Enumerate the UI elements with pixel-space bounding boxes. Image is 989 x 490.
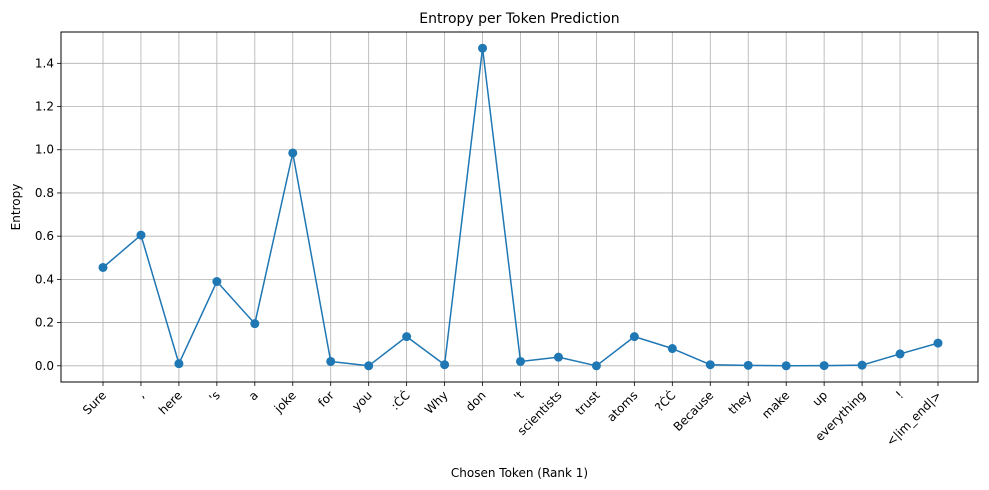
x-tick-label: for [315, 388, 337, 410]
x-tick-label: ?ĊĊ [651, 387, 679, 415]
data-point [440, 360, 450, 370]
data-point [174, 359, 184, 369]
x-tick-label: up [810, 388, 831, 409]
data-point [516, 356, 525, 366]
x-tick-label: <|im_end|> [883, 388, 944, 449]
x-tick-label: Sure [80, 388, 109, 417]
x-tick-label: you [349, 388, 375, 414]
data-point [705, 360, 715, 370]
data-point [857, 360, 867, 370]
data-point [895, 349, 905, 359]
data-point [933, 338, 943, 348]
data-point [743, 360, 753, 370]
data-point [212, 277, 222, 287]
data-point [288, 148, 298, 158]
data-point [629, 332, 639, 342]
data-point [250, 319, 260, 329]
x-tick-label: trust [573, 388, 603, 418]
y-tick-label: 0.6 [35, 229, 54, 243]
x-tick-label: Because [671, 388, 717, 434]
y-tick-label: 0.2 [35, 316, 54, 330]
x-tick-label: joke [271, 388, 299, 416]
data-point [591, 361, 601, 371]
series-layer [98, 43, 943, 371]
y-axis-label: Entropy [9, 184, 23, 231]
x-tick-label: 's [206, 388, 223, 405]
x-tick-label: here [156, 388, 185, 417]
data-point [364, 361, 374, 371]
data-point [553, 352, 563, 362]
x-tick-label: , [134, 388, 147, 401]
data-point [781, 361, 791, 371]
x-tick-label: atoms [604, 388, 640, 424]
x-tick-label: 't [511, 388, 527, 404]
y-tick-label: 1.4 [35, 56, 54, 70]
data-point [478, 43, 488, 53]
plot-frame [60, 31, 979, 383]
x-tick-label: ! [893, 388, 906, 401]
data-point [136, 230, 146, 240]
data-point [667, 344, 677, 354]
y-tick-label: 0.4 [35, 272, 54, 286]
data-point [98, 262, 108, 272]
y-tick-label: 0.0 [35, 359, 54, 373]
x-tick-label: they [726, 388, 755, 417]
x-axis: Sure, here's a joke for you:ĊĊ Why don'tscienti… [80, 382, 944, 449]
grid [61, 32, 978, 382]
y-tick-label: 1.0 [35, 143, 54, 157]
x-tick-label: :ĊĊ [387, 387, 413, 413]
data-point [326, 356, 336, 366]
x-tick-label: Why [422, 388, 451, 417]
y-axis: 0.0 0.2 0.4 0.6 0.8 1.0 1.2 1.4 [35, 56, 61, 373]
x-tick-label: don [463, 388, 489, 414]
chart-title: Entropy per Token Prediction [419, 11, 619, 27]
x-axis-label: Chosen Token (Rank 1) [451, 466, 588, 480]
plot-background [61, 32, 978, 382]
y-tick-label: 1.2 [35, 100, 54, 114]
y-tick-label: 0.8 [35, 186, 54, 200]
x-tick-label: a [246, 388, 261, 403]
data-point [819, 361, 829, 371]
data-point [402, 332, 412, 342]
x-tick-label: make [759, 388, 792, 421]
